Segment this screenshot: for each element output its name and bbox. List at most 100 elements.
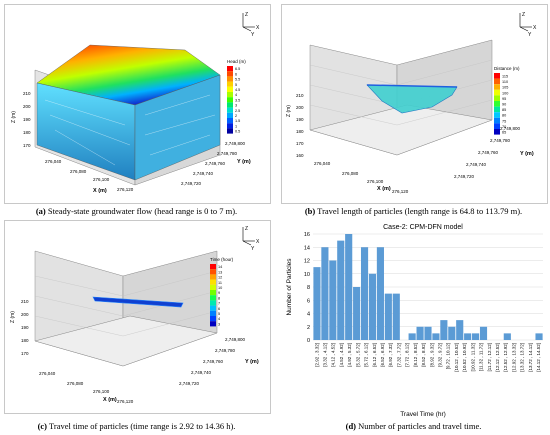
legend-swatch <box>227 102 233 108</box>
legend-swatch <box>227 86 233 92</box>
panel-c-figure: Z X Y 210 200 190 180 170 Z (m) 276,040 … <box>10 226 260 404</box>
legend-tick: 6.5 <box>235 67 240 71</box>
legend-swatch <box>494 112 500 118</box>
legend-tick: 110 <box>502 80 508 84</box>
legend-swatch <box>210 290 216 296</box>
x-tick-label: [10.12 , 10.52] <box>454 343 459 372</box>
x-tick: 276,040 <box>45 159 62 164</box>
x-tick-label: [11.32 , 11.72] <box>479 343 484 371</box>
legend-tick: 2.5 <box>235 109 240 113</box>
legend-swatch <box>210 305 216 311</box>
z-tick: 190 <box>23 117 31 122</box>
x-tick-label: [7.32 , 7.72] <box>396 343 401 367</box>
particle-paths-time <box>92 296 184 308</box>
legend-tick: 4 <box>235 93 237 97</box>
x-tick-label: [4.12 , 4.52] <box>331 343 336 367</box>
legend-swatch <box>210 279 216 285</box>
x-tick-label: [6.52 , 6.92] <box>380 343 385 367</box>
legend-tick: 70 <box>502 125 506 129</box>
legend-tick: 100 <box>502 91 508 95</box>
legend-swatch <box>227 92 233 98</box>
x-tick-label: [12.52 , 12.92] <box>503 343 508 372</box>
legend-tick: 5 <box>235 83 237 87</box>
x-tick-label: [13.32 , 13.72] <box>520 343 525 372</box>
x-axis-ticks: 276,040 276,080 276,100 276,120 <box>45 159 134 192</box>
x-tick-label: [11.72 , 12.12] <box>487 343 492 371</box>
legend-swatch <box>210 321 216 327</box>
legend-swatch <box>227 118 233 124</box>
head-legend: Head (m) 6.56 5.554.543.5 32.521.51 0.5 <box>227 59 246 134</box>
triad-z-label: Z <box>245 226 248 232</box>
legend-swatch <box>494 123 500 129</box>
x-tick: 276,080 <box>342 171 359 176</box>
legend-tick: 75 <box>502 119 506 123</box>
x-tick-label: [4.52 , 4.92] <box>339 343 344 367</box>
y-tick: 2,749,720 <box>454 174 475 179</box>
panel-b-figure: Z X Y 210 200 190 180 170 160 Z (m) 276,… <box>286 12 537 194</box>
legend-tick: 7 <box>218 302 220 306</box>
bar <box>337 240 345 340</box>
legend-tick: 12 <box>218 276 222 280</box>
legend-tick: 14 <box>218 265 222 269</box>
triad-z-label: Z <box>522 12 525 18</box>
z-axis-ticks: 210 200 190 180 170 160 <box>296 93 304 158</box>
z-axis-label: Z (m) <box>10 311 16 323</box>
legend-swatch <box>227 66 233 72</box>
legend-tick: 1 <box>235 124 237 128</box>
y-tick: 2,749,740 <box>466 162 487 167</box>
legend-swatch <box>227 128 233 134</box>
legend-tick: 6 <box>235 72 237 76</box>
y-axis-label: Y (m) <box>520 151 534 157</box>
legend-swatch <box>227 123 233 129</box>
triad-x-label: X <box>256 25 260 31</box>
legend-title: Distance (m) <box>494 66 520 71</box>
z-axis-label: Z (m) <box>286 105 292 117</box>
y-axis-ticks: 2,749,800 2,749,780 2,749,760 2,749,740 … <box>179 337 246 386</box>
triad-z-label: Z <box>245 12 248 18</box>
x-axis-ticks: 276,040 276,080 276,100 276,120 <box>39 371 134 404</box>
triad-y-label: Y <box>251 32 255 38</box>
x-tick-label: [3.32 , 4.12] <box>323 343 328 367</box>
legend-swatch <box>494 95 500 101</box>
z-tick: 210 <box>23 91 31 96</box>
y-tick-label: 12 <box>304 259 310 265</box>
z-tick: 190 <box>21 325 29 330</box>
panel-b: Z X Y 210 200 190 180 170 160 Z (m) 276,… <box>281 4 548 204</box>
bar <box>376 247 384 340</box>
legend-tick: 85 <box>502 108 506 112</box>
legend-tick: 4 <box>218 317 220 321</box>
legend-tick: 11 <box>218 281 222 285</box>
legend-swatch <box>227 107 233 113</box>
y-tick: 2,749,780 <box>490 138 511 143</box>
bar <box>479 326 488 340</box>
axis-triad: Z X Y <box>242 226 260 252</box>
x-axis-ticks: 276,040 276,080 276,100 276,120 <box>314 161 409 194</box>
y-tick-label: 6 <box>307 298 310 304</box>
x-tick: 276,040 <box>39 371 56 376</box>
legend-swatch <box>494 101 500 107</box>
z-tick: 200 <box>296 105 304 110</box>
legend-tick: 10 <box>218 286 222 290</box>
z-tick: 180 <box>23 130 31 135</box>
bar <box>432 333 440 340</box>
y-tick-label: 16 <box>304 232 310 238</box>
legend-swatch <box>227 76 233 82</box>
y-axis-label: Number of Particles <box>286 258 293 316</box>
x-tick: 276,080 <box>67 381 84 386</box>
z-tick: 210 <box>21 299 29 304</box>
x-tick-label: [4.92 , 5.32] <box>347 343 352 367</box>
z-tick: 170 <box>296 141 304 146</box>
legend-tick: 5.5 <box>235 78 240 82</box>
y-tick: 2,749,800 <box>225 337 246 342</box>
caption-b: (b) Travel length of particles (length r… <box>304 206 523 216</box>
legend-tick: 1.5 <box>235 119 240 123</box>
legend-tick: 90 <box>502 102 506 106</box>
legend-swatch <box>210 300 216 306</box>
bar <box>456 320 464 340</box>
x-tick-label: [13.72 , 14.12] <box>528 343 533 372</box>
x-tick: 276,100 <box>367 179 384 184</box>
legend-swatch <box>227 81 233 87</box>
legend-swatch <box>210 316 216 322</box>
x-tick-label: [10.92 , 11.32] <box>470 343 475 371</box>
legend-swatch <box>227 97 233 103</box>
